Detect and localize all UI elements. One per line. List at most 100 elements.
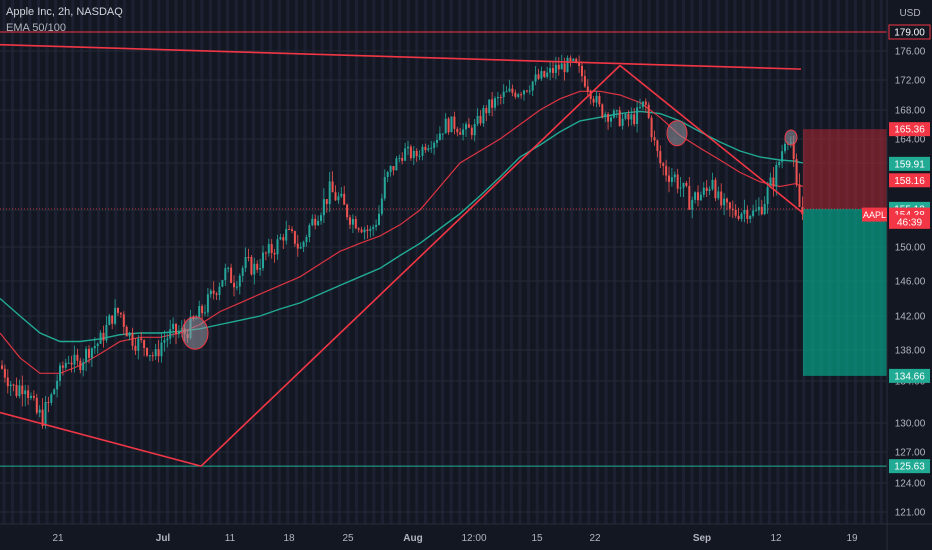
candle-body [264, 252, 267, 254]
highlight-circles[interactable] [181, 120, 798, 350]
symbol-tag-label: AAPL [863, 210, 886, 220]
candle-body [311, 218, 314, 226]
candle-body [334, 192, 337, 201]
candle-body [407, 146, 409, 149]
candle-body [363, 229, 366, 233]
candle-body [108, 315, 111, 325]
candle-body [610, 117, 612, 122]
candle-body [328, 181, 331, 205]
candle-body [157, 349, 160, 357]
candle-body [218, 286, 221, 295]
x-tick-label: 18 [283, 533, 295, 544]
candle-body [198, 306, 201, 319]
x-tick-label: 12 [770, 533, 782, 544]
candle-body [621, 118, 624, 126]
candle-body [491, 99, 494, 108]
candle-body [633, 114, 636, 124]
x-axis[interactable]: 21 Jul 11 18 25 Aug 12:00 15 22 Sep 12 19 [52, 533, 858, 544]
candle-body [380, 198, 383, 214]
candle-body [679, 187, 682, 189]
candle-body [166, 338, 169, 341]
candle-body [520, 94, 523, 96]
y-tick-label: 127.00 [895, 448, 926, 459]
candle-body [662, 163, 665, 166]
trendline [0, 43, 802, 70]
candle-body [427, 148, 430, 151]
y-tick-label: 176.00 [895, 47, 926, 58]
candle-body [618, 110, 621, 126]
candle-body [154, 349, 157, 357]
candle-body [85, 348, 88, 363]
y-tick-label: 124.00 [895, 479, 926, 490]
candle-body [163, 340, 166, 343]
candle-body [430, 147, 433, 149]
candle-body [456, 128, 459, 133]
price-tag-box [889, 122, 930, 137]
candle-body [76, 354, 79, 361]
candle-body [717, 191, 720, 199]
candle-body [137, 338, 140, 351]
candle-body [746, 210, 749, 219]
candle-body [517, 94, 520, 97]
candle-body [395, 158, 398, 171]
candle-body [119, 312, 122, 315]
candle-body [685, 182, 688, 186]
candle-body [653, 137, 656, 141]
candle-body [1, 365, 3, 369]
candle-body [67, 362, 70, 364]
candle-body [279, 237, 282, 240]
candle-body [726, 198, 728, 203]
candle-body [438, 133, 441, 140]
candle-body [525, 90, 528, 92]
candle-body [122, 314, 125, 327]
candle-body [441, 133, 444, 135]
trendlines[interactable] [0, 43, 804, 467]
candle-body [398, 157, 401, 159]
candle-body [615, 110, 618, 112]
candle-body [204, 312, 206, 314]
y-tick-label: 172.00 [895, 76, 926, 87]
candle-body [302, 242, 305, 247]
candle-body [470, 127, 473, 136]
candle-body [676, 174, 679, 189]
candle-body [752, 210, 755, 216]
y-tick-label: 142.00 [895, 312, 926, 323]
candle-body [537, 74, 540, 79]
x-tick-label: 12:00 [461, 533, 486, 544]
candle-body [177, 332, 180, 335]
candle-body [47, 402, 50, 403]
price-tag-box [889, 368, 930, 383]
candle-body [731, 208, 734, 210]
candle-body [659, 151, 662, 164]
candle-body [412, 150, 415, 159]
price-tag-label: 179.00 [894, 28, 925, 39]
candle-body [70, 362, 73, 365]
candle-body [792, 142, 795, 160]
candle-body [128, 332, 131, 337]
candle-body [241, 268, 244, 276]
x-tick-label: Aug [403, 533, 422, 544]
candle-body [140, 338, 143, 340]
candle-body [30, 395, 32, 398]
short-position-tool[interactable] [0, 129, 887, 376]
candle-body [546, 72, 549, 77]
candle-body [691, 199, 694, 210]
candle-body [96, 343, 99, 346]
symbol-tag-box [862, 207, 887, 222]
candle-body [340, 193, 343, 197]
candle-body [552, 68, 554, 73]
candle-body [467, 124, 470, 128]
candle-body [694, 192, 697, 200]
candle-body [224, 268, 227, 281]
price-tag-label: 46:39 [897, 217, 922, 228]
indicator-legend: EMA 50/100 [6, 22, 66, 34]
candle-body [644, 101, 647, 105]
candle-body [35, 397, 38, 413]
candle-body [24, 390, 27, 395]
horizontal-lines[interactable] [0, 31, 887, 467]
candle-body [250, 257, 253, 275]
candle-body [409, 146, 412, 159]
candle-body [462, 129, 465, 135]
